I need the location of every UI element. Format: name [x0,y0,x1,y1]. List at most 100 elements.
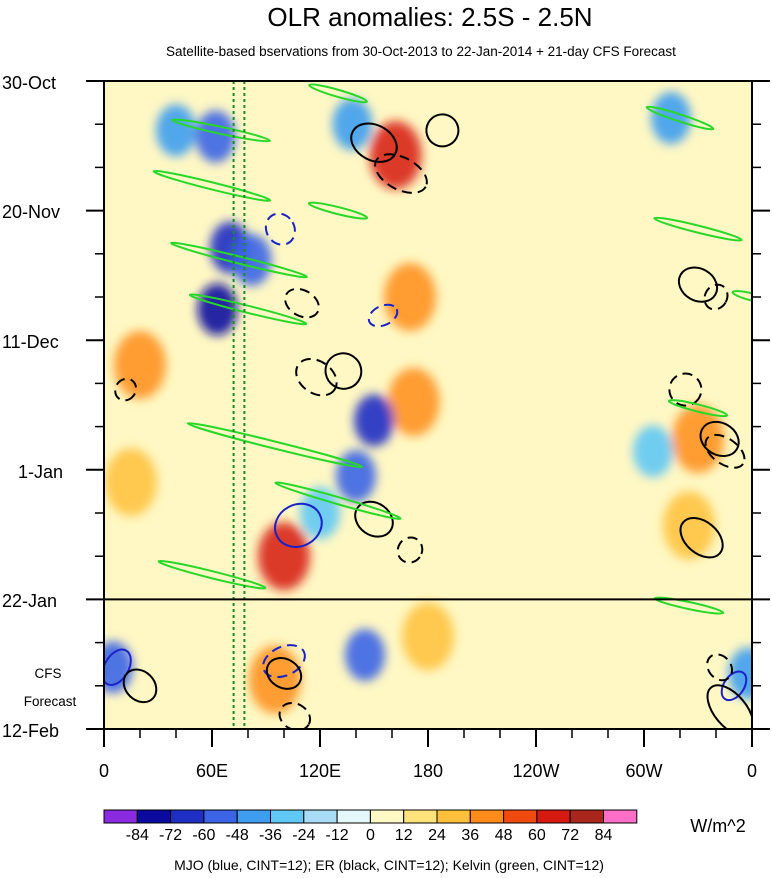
y-tick-label-2: 11-Dec [2,332,59,352]
forecast-label-line-1: CFS [35,666,62,681]
kelvin-contour-6 [157,559,267,590]
colorbar-level-label-12: 60 [528,827,546,844]
colorbar-level-label-8: 12 [395,827,413,844]
kelvin-contour-10 [308,83,368,104]
colorbar-box-7 [336,809,371,824]
mjo-contour-3 [262,644,306,679]
er-contour-14 [679,516,724,559]
colorbar-level-label-2: -60 [192,827,215,844]
positive-anomaly-7 [402,602,454,671]
colorbar-box-10 [436,809,471,824]
colorbar: -84 -72 -60 -48 -36 -24 -12 0 12 24 36 48 60 72 84 [103,809,638,844]
er-contour-1 [374,153,428,194]
negative-anomaly-11 [633,425,673,478]
colorbar-level-label-4: -36 [259,827,282,844]
colorbar-box-12 [503,809,538,824]
negative-anomaly-8 [345,628,385,681]
colorbar-box-2 [170,809,205,824]
colorbar-level-label-11: 48 [495,827,513,844]
kelvin-contour-0 [171,118,271,143]
contour-legend-note: MJO (blue, CINT=12); ER (black, CINT=12)… [174,857,604,873]
er-contour-13 [699,420,740,458]
er-contour-12 [668,372,703,407]
mjo-contour-0 [264,212,296,246]
y-tick-label-3: 1-Jan [18,462,63,482]
negative-anomaly-5 [332,98,373,151]
mjo-contours [104,212,748,702]
er-contour-9 [122,668,158,704]
colorbar-box-13 [536,809,571,824]
colorbar-level-label-13: 72 [561,827,579,844]
negative-anomaly-7 [336,449,376,502]
colorbar-level-label-10: 36 [461,827,479,844]
positive-anomaly-5 [663,491,715,560]
colorbar-units: W/m^2 [690,816,745,836]
y-tick-label-0: 30-Oct [2,73,56,93]
positive-anomaly-8 [258,522,310,591]
er-contour-7 [265,657,303,690]
y-tick-label-4: 22-Jan [2,591,57,611]
kelvin-contour-1 [152,170,272,202]
er-contour-3 [324,352,363,390]
kelvin-contour-7 [645,105,715,131]
kelvin-contour-4 [186,422,364,469]
colorbar-box-14 [569,809,605,824]
x-tick-label-6: 0 [747,761,757,781]
er-contour-18 [114,377,138,402]
positive-anomaly-3 [249,645,301,714]
er-contour-2 [425,113,460,148]
negative-anomaly-6 [354,394,394,447]
x-tick-label-4: 120W [512,761,559,781]
kelvin-contour-13 [667,399,729,418]
axis-ticks [86,80,770,747]
x-tick-label-5: 60W [625,761,662,781]
er-contour-19 [284,287,320,319]
plot-area [104,81,752,729]
er-contours [114,113,752,729]
er-contour-8 [278,701,312,729]
kelvin-contour-9 [653,596,725,615]
negative-anomaly-12 [728,647,752,700]
colorbar-box-9 [403,809,438,824]
kelvin-contour-11 [307,201,369,220]
er-contour-4 [295,358,338,397]
x-tick-label-0: 0 [99,761,109,781]
er-contour-0 [350,122,398,163]
positive-anomaly-2 [387,367,440,436]
chart-subtitle: Satellite-based bservations from 30-Oct-… [166,44,676,59]
forecast-label-line-2: Forecast [24,694,77,709]
x-tick-label-3: 180 [413,761,443,781]
chart-title: OLR anomalies: 2.5S - 2.5N [267,2,592,32]
x-tick-label-2: 120E [299,761,341,781]
y-tick-label-5: 12-Feb [2,721,59,741]
colorbar-level-label-6: -12 [326,827,349,844]
positive-anomaly-9 [105,448,157,517]
negative-anomaly-0 [156,104,196,157]
colorbar-box-11 [469,809,505,824]
positive-anomaly-1 [384,263,436,331]
er-contour-5 [354,500,394,538]
mjo-contour-1 [367,303,399,328]
er-contour-10 [677,266,719,303]
colorbar-level-label-9: 24 [428,827,446,844]
er-contour-6 [396,536,424,564]
kelvin-contour-5 [274,481,402,520]
colorbar-box-3 [203,809,238,824]
colorbar-box-8 [369,809,405,824]
colorbar-box-6 [303,809,338,824]
colorbar-level-label-1: -72 [159,827,182,844]
colorbar-box-5 [270,809,305,824]
kelvin-contours [152,83,752,615]
kelvin-contour-8 [653,216,743,242]
mjo-contour-2 [274,502,323,548]
colorbar-level-label-3: -48 [226,827,249,844]
colorbar-box-15 [603,809,638,824]
colorbar-box-4 [236,809,271,824]
kelvin-contour-2 [170,241,308,279]
colorbar-level-label-5: -24 [292,827,315,844]
colorbar-level-label-7: 0 [366,827,375,844]
er-contour-11 [703,283,729,311]
er-contour-17 [706,653,734,682]
y-tick-label-1: 20-Nov [2,202,60,222]
